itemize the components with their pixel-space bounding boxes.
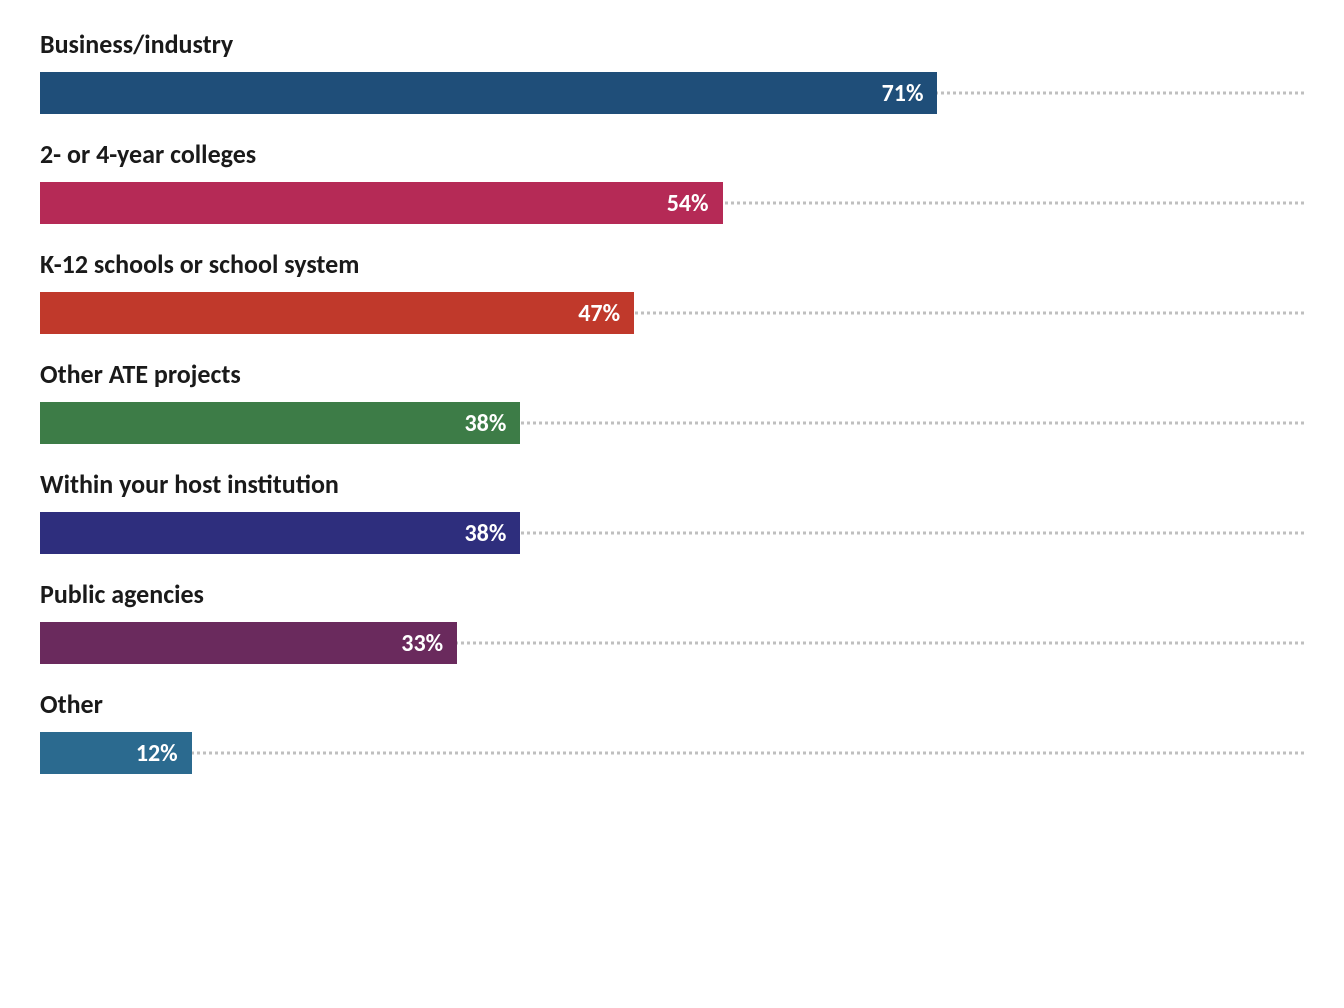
bar-track: 54% [40, 182, 1304, 224]
bar: 54% [40, 182, 723, 224]
bar-track: 47% [40, 292, 1304, 334]
bar-value-label: 71% [882, 79, 924, 108]
bar-value-label: 12% [136, 739, 178, 768]
chart-row: Business/industry 71% [40, 28, 1304, 114]
chart-row: Within your host institution 38% [40, 468, 1304, 554]
bar: 71% [40, 72, 937, 114]
bar: 33% [40, 622, 457, 664]
bar: 38% [40, 402, 520, 444]
chart-row: Other ATE projects 38% [40, 358, 1304, 444]
bar-value-label: 47% [578, 299, 620, 328]
category-label: Other [40, 688, 1304, 720]
category-label: Other ATE projects [40, 358, 1304, 390]
bar: 47% [40, 292, 634, 334]
chart-row: Public agencies 33% [40, 578, 1304, 664]
bar-track: 38% [40, 512, 1304, 554]
bar: 12% [40, 732, 192, 774]
category-label: Within your host institution [40, 468, 1304, 500]
bar-value-label: 33% [401, 629, 443, 658]
dotted-guide-line [40, 752, 1304, 755]
category-label: Business/industry [40, 28, 1304, 60]
bar-track: 33% [40, 622, 1304, 664]
bar-track: 38% [40, 402, 1304, 444]
category-label: K-12 schools or school system [40, 248, 1304, 280]
bar-value-label: 54% [667, 189, 709, 218]
bar-value-label: 38% [464, 409, 506, 438]
bar-value-label: 38% [464, 519, 506, 548]
bar-track: 71% [40, 72, 1304, 114]
chart-row: 2- or 4-year colleges 54% [40, 138, 1304, 224]
bar: 38% [40, 512, 520, 554]
bar-track: 12% [40, 732, 1304, 774]
chart-row: K-12 schools or school system 47% [40, 248, 1304, 334]
bar-chart: Business/industry 71% 2- or 4-year college… [40, 28, 1304, 774]
category-label: 2- or 4-year colleges [40, 138, 1304, 170]
chart-row: Other 12% [40, 688, 1304, 774]
category-label: Public agencies [40, 578, 1304, 610]
